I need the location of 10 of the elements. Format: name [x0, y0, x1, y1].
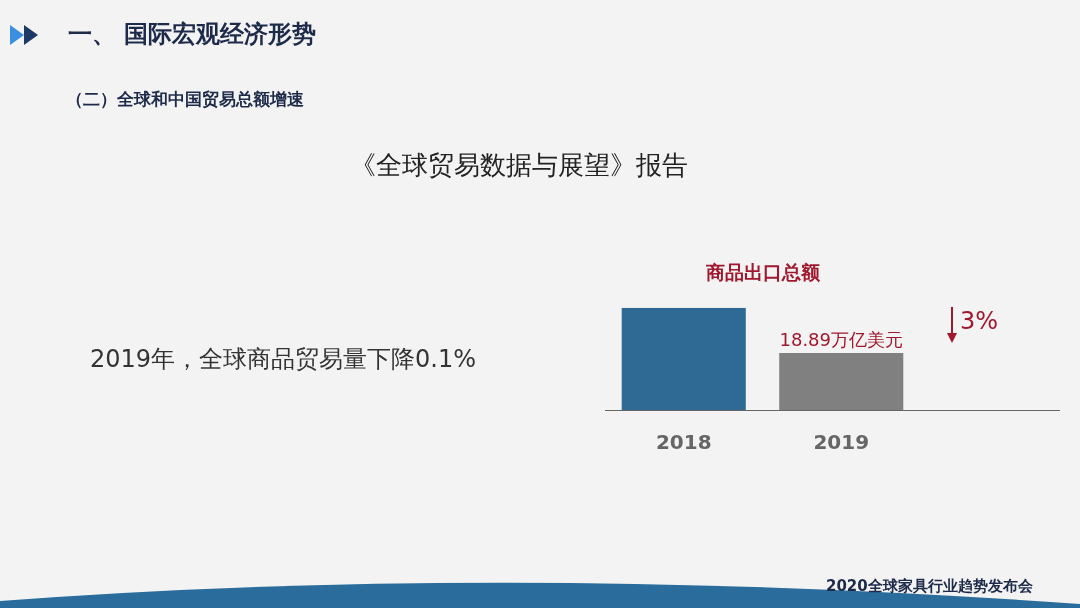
text: 《全球贸易数据与展望》报告: [350, 149, 688, 182]
x-tick-label: 2019: [813, 430, 870, 455]
text: 3%: [960, 307, 999, 335]
text: 2020全球家具行业趋势发布会: [826, 577, 1033, 596]
chart-title: 商品出口总额: [704, 261, 821, 284]
text: 2019年，全球商品贸易量下降0.1%: [90, 344, 477, 375]
text: 一、 国际宏观经济形势: [68, 19, 317, 50]
text: （二）全球和中国贸易总额增速: [66, 88, 304, 111]
data-label: 18.89万亿美元: [779, 328, 904, 350]
x-tick-label: 2018: [655, 430, 712, 455]
